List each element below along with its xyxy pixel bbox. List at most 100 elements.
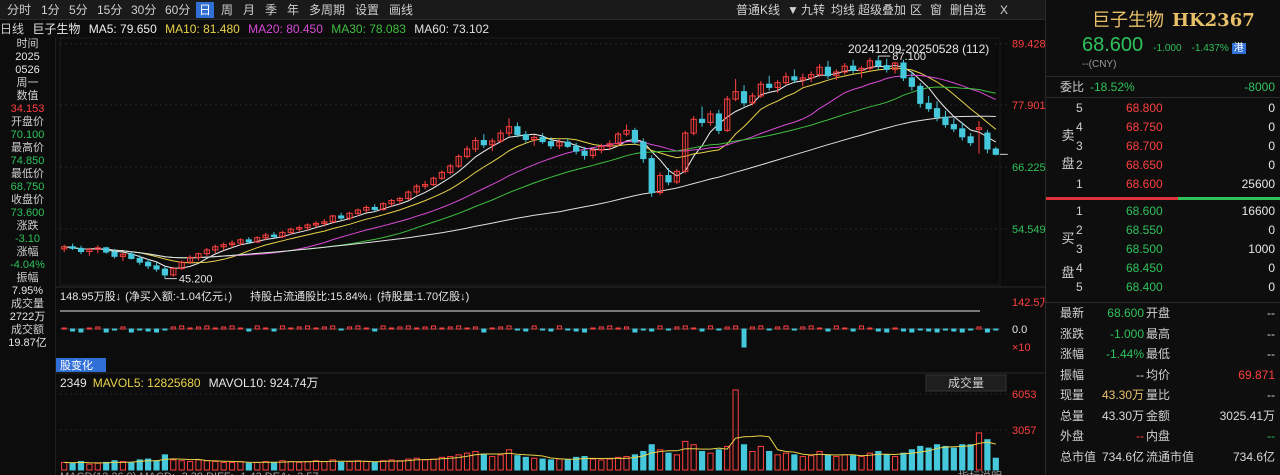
- volume-bar: [145, 458, 152, 471]
- period-tab-8[interactable]: 月: [243, 3, 256, 17]
- southbound-tag-label[interactable]: 股变化: [60, 358, 93, 372]
- ma5-value: MA5: 79.650: [88, 22, 157, 36]
- close-button[interactable]: X: [1000, 3, 1009, 17]
- candle: [228, 240, 236, 248]
- candle-body: [816, 66, 823, 76]
- candle-body: [220, 244, 227, 248]
- candle: [573, 142, 580, 155]
- bid-volume: 0: [1268, 223, 1275, 237]
- candle-body: [959, 128, 966, 138]
- nine-turn-button[interactable]: 九转: [801, 3, 826, 17]
- volume-bar: [413, 457, 420, 471]
- kline-chart-area[interactable]: 89.428 77.901 66.225 54.549 20241209-2025052…: [0, 20, 1045, 475]
- kline-chart[interactable]: 89.428 77.901 66.225 54.549 20241209-2025052…: [0, 20, 1045, 475]
- ask-price: 68.800: [1126, 101, 1163, 115]
- super-overlay-button[interactable]: 超级叠加: [858, 3, 907, 17]
- candle: [380, 202, 387, 211]
- period-tab-4[interactable]: 30分: [131, 3, 157, 17]
- period-tab-11[interactable]: 多周期: [309, 3, 346, 17]
- period-tab-1[interactable]: 1分: [41, 3, 60, 17]
- stock-name-label: 巨子生物: [32, 22, 81, 36]
- sb-bar: [682, 325, 688, 330]
- candle-body: [338, 215, 345, 219]
- stat-label-right: 内盘: [1146, 429, 1171, 443]
- bid-price: 68.450: [1126, 261, 1163, 275]
- stat-value-left: 43.30万: [1101, 388, 1144, 402]
- period-tab-2[interactable]: 5分: [69, 3, 88, 17]
- volume-bar: [463, 452, 471, 471]
- ma-button[interactable]: 均线: [831, 3, 856, 17]
- candle: [782, 72, 790, 86]
- window-button[interactable]: 窗: [930, 3, 943, 17]
- volume-bar: [405, 458, 412, 471]
- candle-body: [673, 170, 680, 183]
- sb-bar: [884, 328, 890, 333]
- candle: [824, 60, 832, 79]
- candle: [749, 92, 756, 106]
- sb-bar: [716, 328, 722, 331]
- period-tab-13[interactable]: 画线: [389, 3, 414, 17]
- candle-body: [329, 215, 336, 223]
- volume-bar: [472, 450, 479, 471]
- period-tab-6[interactable]: 日: [196, 2, 215, 18]
- candle: [740, 85, 748, 107]
- candle: [296, 225, 303, 232]
- sb-bar: [330, 325, 336, 330]
- region-button[interactable]: 区: [910, 3, 923, 17]
- sb-bar: [389, 327, 395, 330]
- candle: [472, 137, 479, 153]
- kline-type-dropdown[interactable]: 普通K线: [736, 3, 781, 17]
- bid-row: 3 68.500 1000: [1046, 240, 1280, 259]
- volume-bar: [816, 450, 823, 471]
- candle-body: [497, 132, 504, 142]
- period-tab-10[interactable]: 年: [287, 3, 300, 17]
- period-tab-9[interactable]: 季: [265, 3, 278, 17]
- volume-bar: [698, 450, 706, 471]
- stat-value-right: --: [1267, 388, 1275, 402]
- period-tab-0[interactable]: 分时: [7, 3, 32, 17]
- stat-value-right: --: [1267, 429, 1275, 443]
- sb-bar: [78, 328, 84, 333]
- sb-bar: [204, 325, 210, 330]
- sb-bar: [649, 328, 655, 332]
- sb-bar: [170, 326, 176, 330]
- candle: [119, 252, 127, 262]
- indicator-help-link[interactable]: 指标说明: [958, 469, 1002, 475]
- candle: [254, 236, 261, 244]
- period-tab-5[interactable]: 60分: [165, 3, 191, 17]
- period-tab-3[interactable]: 15分: [97, 3, 123, 17]
- southbound-tag[interactable]: [56, 358, 106, 372]
- bid-price: 68.400: [1126, 280, 1163, 294]
- sb-bar: [422, 326, 428, 330]
- candle-body: [850, 65, 857, 71]
- ask-level: 1: [1076, 177, 1083, 191]
- candle-body: [656, 175, 664, 194]
- stat-value-right: 69.871: [1238, 367, 1275, 382]
- sb-bar: [573, 328, 579, 332]
- period-tab-7[interactable]: 周: [221, 3, 234, 17]
- ma10-value: MA10: 81.480: [165, 22, 240, 36]
- volume-dropdown-label[interactable]: 成交量: [948, 375, 984, 390]
- candle: [816, 64, 823, 77]
- remove-watchlist-button[interactable]: 删自选: [950, 3, 987, 17]
- kline-type-caret[interactable]: ▼: [787, 3, 799, 17]
- candle: [581, 146, 588, 160]
- sb-vol: 148.95万股↓: [60, 290, 121, 303]
- volume-bar: [547, 459, 555, 471]
- ask-level: 5: [1076, 101, 1083, 115]
- volume-dropdown[interactable]: [925, 374, 1007, 392]
- price-change: -1.000: [1153, 43, 1182, 54]
- candle-body: [623, 129, 630, 135]
- sb-bar: [305, 325, 311, 330]
- sb-bar: [531, 325, 537, 330]
- weibi-label: 委比: [1060, 80, 1085, 94]
- candle: [891, 61, 899, 74]
- stock-code: HK2367: [1172, 10, 1255, 31]
- period-tab-12[interactable]: 设置: [355, 3, 380, 17]
- volume-bar: [270, 461, 278, 471]
- candle: [917, 83, 924, 108]
- sb-bar: [817, 327, 823, 330]
- sb-bar: [699, 328, 705, 332]
- ma5-line: [64, 64, 997, 269]
- candle-body: [917, 85, 924, 104]
